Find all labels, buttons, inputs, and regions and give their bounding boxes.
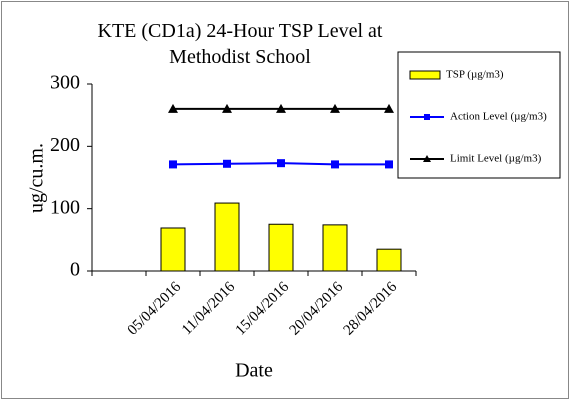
- y-tick-label: 100: [50, 196, 80, 218]
- bar: [376, 248, 402, 272]
- y-tick-label: 0: [70, 259, 80, 281]
- y-axis-label: ug/cu.m.: [26, 143, 48, 213]
- legend-marker: [423, 155, 431, 162]
- marker: [168, 103, 178, 113]
- bar: [214, 202, 240, 272]
- bar: [268, 223, 294, 272]
- y-tick-label: 300: [50, 72, 80, 94]
- marker: [223, 159, 231, 168]
- marker: [222, 103, 232, 113]
- marker: [385, 160, 393, 169]
- marker: [277, 159, 285, 168]
- legend-marker: [424, 114, 430, 120]
- marker: [276, 103, 286, 113]
- marker: [169, 160, 177, 169]
- y-tick-label: 200: [50, 134, 80, 156]
- chart-title: KTE (CD1a) 24-Hour TSP Level at Methodis…: [97, 20, 383, 68]
- legend-label: TSP (µg/m3): [446, 69, 504, 81]
- x-axis-label: Date: [235, 360, 273, 382]
- bar: [160, 227, 186, 272]
- legend-swatch: [409, 70, 441, 80]
- legend-label: Limit Level (µg/m3): [450, 153, 542, 165]
- bar: [322, 224, 348, 272]
- marker: [330, 103, 340, 113]
- marker: [384, 103, 394, 113]
- legend-label: Action Level (µg/m3): [450, 111, 547, 123]
- marker: [331, 160, 339, 169]
